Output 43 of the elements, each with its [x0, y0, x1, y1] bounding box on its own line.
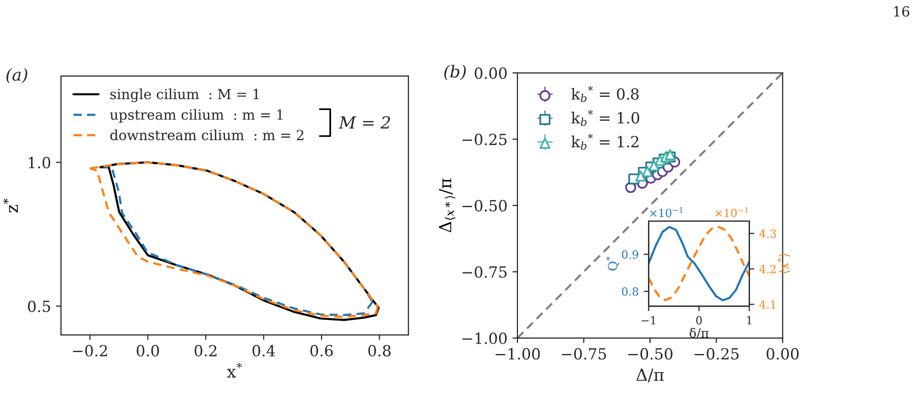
y-axis-title: z$^{*}$ [3, 198, 18, 212]
x-tick-label: 0.00 [766, 348, 799, 360]
y2-axis-title: ⟨x$^{*}$⟩ [777, 254, 790, 274]
x-tick-label: 0.0 [136, 344, 159, 356]
annotation: M = 2 [338, 116, 390, 129]
x-axis-title: Δ/π [636, 368, 664, 382]
x-tick-label: −0.25 [694, 348, 739, 360]
x-axis-title: x$^{*}$ [226, 362, 242, 378]
y2-tick-label: 4.1 [759, 300, 776, 309]
x-tick-label: −0.2 [73, 344, 107, 356]
y2-tick-label: 4.2 [759, 264, 776, 274]
x-tick-label: 1 [747, 316, 752, 324]
y-tick-label: 0.00 [474, 67, 507, 79]
x-tick-label: −1.00 [496, 348, 540, 360]
y-tick-label: −0.50 [462, 200, 507, 212]
legend-label: upstream cilium : m = 1 [110, 109, 283, 123]
y-tick-label: 0.9 [622, 250, 638, 259]
text: 16 [894, 6, 910, 17]
text: (b) [444, 64, 466, 80]
x-tick-label: 0.8 [368, 344, 391, 356]
text: (a) [6, 68, 28, 84]
legend-label: k$_{b}$$^{*}$ = 1.2 [571, 134, 638, 150]
annotation: ×10$^{−1}$ [650, 207, 683, 218]
x-axis-title: δ/π [690, 328, 709, 339]
y-tick-label: 1.0 [28, 156, 50, 168]
annotation: ×10$^{−1}$ [716, 207, 748, 218]
legend-label: k$_{b}$$^{*}$ = 1.0 [571, 110, 640, 126]
y-tick-label: 0.5 [28, 300, 50, 312]
y2-tick-label: 4.3 [759, 229, 776, 238]
x-tick-label: 0.4 [252, 344, 276, 356]
x-tick-label: 0 [696, 316, 702, 324]
y-tick-label: −0.25 [462, 134, 507, 146]
y-tick-label: −0.75 [462, 266, 507, 278]
x-tick-label: −0.75 [562, 348, 606, 360]
legend-label: single cilium : M = 1 [110, 88, 259, 102]
x-tick-label: −1 [642, 316, 656, 324]
legend-label: k$_{b}$$^{*}$ = 0.8 [571, 86, 639, 102]
y-axis-title: Q$^{*}$ [606, 256, 620, 270]
x-tick-label: 0.2 [194, 344, 216, 356]
y-axis-title: Δ$_{⟨x*⟩}$/π [439, 178, 456, 232]
x-tick-label: 0.6 [310, 344, 333, 356]
y-tick-label: −1.00 [462, 332, 507, 344]
legend-label: downstream cilium : m = 2 [110, 130, 304, 140]
